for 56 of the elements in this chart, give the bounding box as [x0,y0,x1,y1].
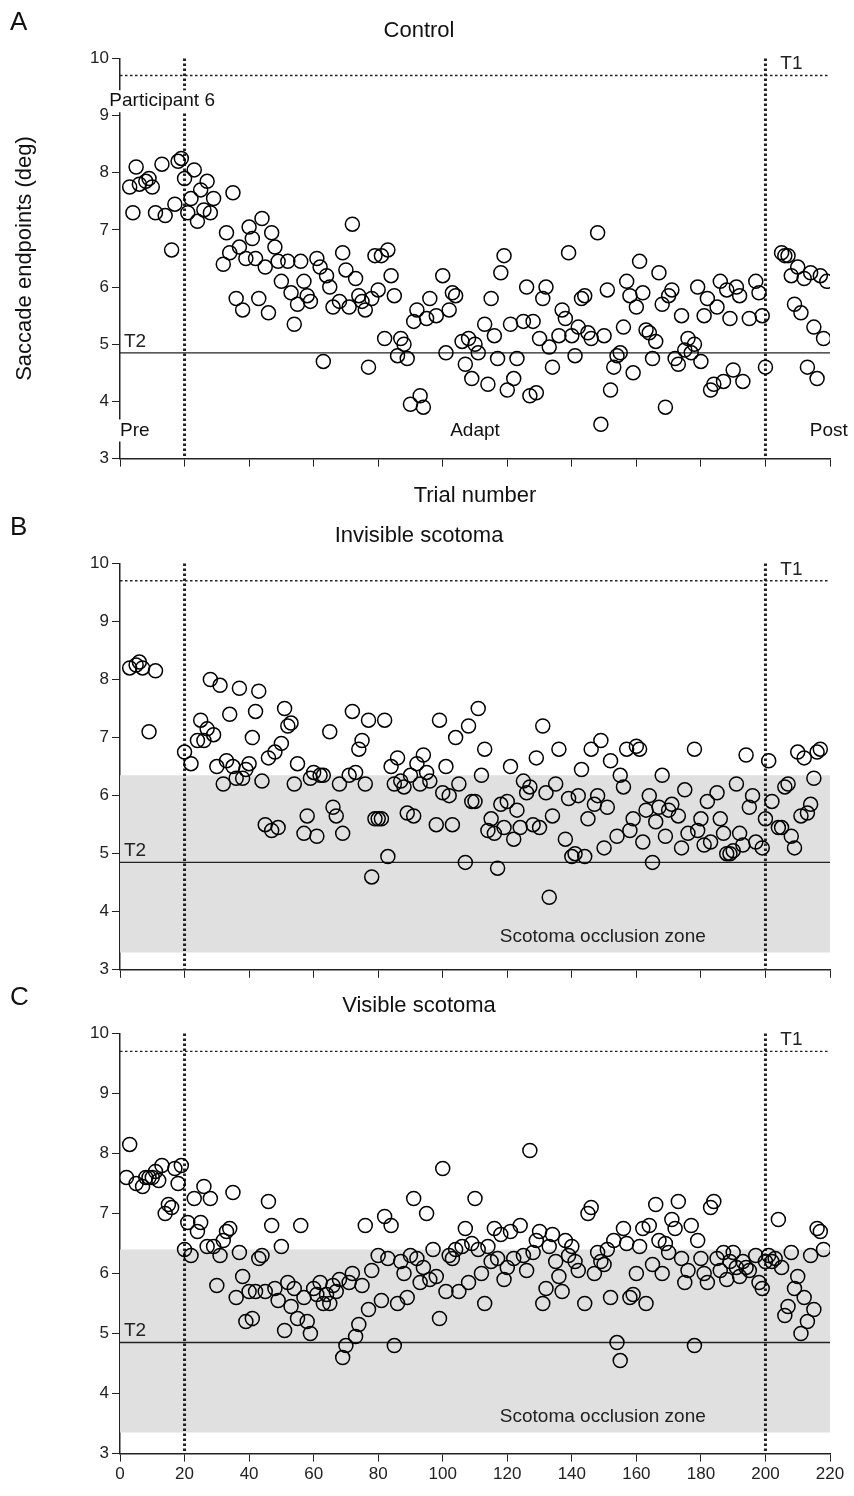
ref-line-label: T2 [124,1319,147,1341]
y-tick-label: 8 [99,669,109,689]
y-tick-label: 6 [99,1263,109,1283]
annotation: Pre [120,418,150,440]
y-tick-label: 9 [99,1083,109,1103]
y-tick-label: 4 [99,1383,109,1403]
y-tick-label: 6 [99,785,109,805]
chart-title: Control [383,17,455,43]
y-tick-label: 10 [90,1023,109,1043]
y-tick-label: 4 [99,391,109,411]
annotation: Post [809,418,849,440]
band-label: Scotoma occlusion zone [499,925,706,947]
ref-line-label: T2 [124,329,147,351]
y-tick-label: 8 [99,162,109,182]
annotation: Participant 6 [109,89,215,111]
y-tick-label: 5 [99,333,109,353]
x-tick-label: 220 [815,1464,845,1484]
x-tick-label: 60 [304,1464,324,1484]
ref-line-label: T1 [780,1028,803,1050]
chart-title: Visible scotoma [342,992,497,1018]
y-tick-label: 6 [99,276,109,296]
x-axis-title: Trial number [413,481,537,507]
x-tick-label: 80 [368,1464,388,1484]
y-tick-label: 7 [99,219,109,239]
y-axis-title: Saccade endpoints (deg) [11,136,37,381]
y-tick-label: 7 [99,727,109,747]
x-tick-label: 0 [115,1464,125,1484]
x-tick-label: 140 [557,1464,587,1484]
y-tick-label: 5 [99,843,109,863]
ref-line-label: T1 [780,557,803,579]
y-tick-label: 7 [99,1203,109,1223]
y-tick-label: 3 [99,959,109,979]
ref-line-label: T2 [124,839,147,861]
y-tick-label: 9 [99,105,109,125]
text: B [10,511,28,542]
x-tick-label: 160 [622,1464,651,1484]
y-tick-label: 3 [99,448,109,468]
x-tick-label: 180 [686,1464,716,1484]
text: C [10,981,29,1012]
ref-line-label: T1 [780,52,803,74]
annotation: Adapt [450,418,501,440]
y-tick-label: 5 [99,1323,109,1343]
x-tick-label: 40 [239,1464,259,1484]
y-tick-label: 8 [99,1143,109,1163]
y-tick-label: 10 [90,48,109,68]
x-tick-label: 100 [428,1464,457,1484]
y-tick-label: 10 [90,553,109,573]
chart-title: Invisible scotoma [334,522,505,548]
y-tick-label: 9 [99,611,109,631]
y-tick-label: 4 [99,901,109,921]
x-tick-label: 200 [751,1464,780,1484]
x-tick-label: 120 [493,1464,522,1484]
y-tick-label: 3 [99,1443,109,1463]
x-tick-label: 20 [175,1464,195,1484]
text: A [10,6,28,37]
band-label: Scotoma occlusion zone [499,1405,706,1427]
